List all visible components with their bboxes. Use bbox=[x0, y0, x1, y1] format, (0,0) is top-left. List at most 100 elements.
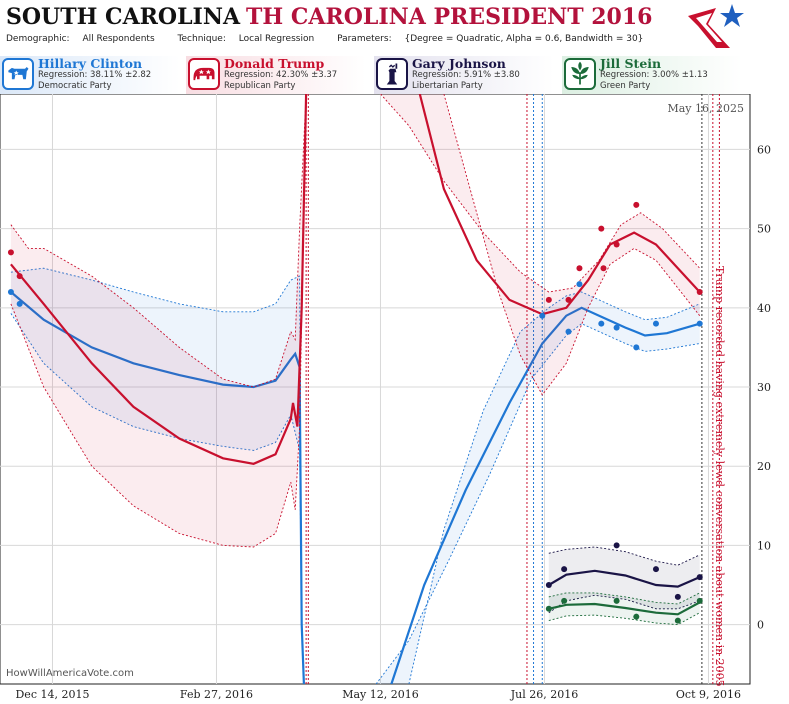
x-tick-label: May 12, 2016 bbox=[342, 688, 419, 701]
y-tick-label: 0 bbox=[757, 619, 764, 632]
band-lower-line bbox=[548, 612, 700, 626]
poll-point bbox=[696, 320, 703, 327]
meta-line: Demographic: All Respondents Technique: … bbox=[6, 34, 663, 44]
poll-point bbox=[16, 300, 23, 307]
y-tick-label: 20 bbox=[757, 460, 771, 473]
poll-point bbox=[561, 566, 568, 573]
poll-point bbox=[696, 574, 703, 581]
candidate-regression: Regression: 42.30% ±3.37 bbox=[224, 70, 338, 80]
poll-point bbox=[545, 605, 552, 612]
confidence-band bbox=[10, 94, 307, 547]
date-stamp: May 16, 2025 bbox=[667, 102, 744, 115]
poll-point bbox=[7, 288, 14, 295]
poll-point bbox=[652, 320, 659, 327]
poll-point bbox=[613, 324, 620, 331]
y-tick-label: 10 bbox=[757, 539, 771, 552]
band-upper-line bbox=[408, 291, 700, 684]
poll-point bbox=[576, 265, 583, 272]
poll-point bbox=[613, 597, 620, 604]
candidate-regression: Regression: 5.91% ±3.80 bbox=[412, 70, 520, 80]
y-tick-label: 50 bbox=[757, 223, 771, 236]
x-tick-label: Oct 9, 2016 bbox=[676, 688, 741, 701]
site-credit: HowWillAmericaVote.com bbox=[6, 668, 134, 679]
candidate-party: Republican Party bbox=[224, 81, 296, 91]
poll-point bbox=[7, 249, 14, 256]
regression-line bbox=[548, 601, 701, 616]
poll-point bbox=[633, 201, 640, 208]
confidence-band bbox=[548, 547, 700, 613]
poll-point bbox=[633, 613, 640, 620]
poll-point bbox=[633, 344, 640, 351]
band-lower-line bbox=[443, 94, 701, 396]
candidate-party: Democratic Party bbox=[38, 81, 112, 91]
plot-area bbox=[0, 94, 751, 685]
band-upper-line bbox=[380, 94, 701, 293]
candidate-name: Hillary Clinton bbox=[38, 56, 143, 71]
legend-item-johnson[interactable]: Gary Johnson Regression: 5.91% ±3.80 Lib… bbox=[374, 56, 554, 94]
poll-point bbox=[600, 265, 607, 272]
technique-value: Local Regression bbox=[238, 34, 315, 44]
series-layer bbox=[7, 94, 720, 684]
y-tick-label: 40 bbox=[757, 302, 771, 315]
poll-point bbox=[565, 328, 572, 335]
page-title: SOUTH CAROLINA TH CAROLINA PRESIDENT 2016 bbox=[6, 4, 652, 30]
elephant-icon bbox=[188, 58, 220, 90]
poll-point bbox=[545, 582, 552, 589]
demographic-value: All Respondents bbox=[82, 34, 155, 44]
band-lower-line bbox=[10, 313, 305, 684]
y-tick-label: 60 bbox=[757, 143, 771, 156]
regression-line bbox=[390, 306, 701, 684]
candidate-name: Gary Johnson bbox=[412, 56, 506, 71]
candidate-party: Green Party bbox=[600, 81, 651, 91]
band-upper-line bbox=[548, 546, 700, 566]
leaf-icon bbox=[564, 58, 596, 90]
chart-header: SOUTH CAROLINA TH CAROLINA PRESIDENT 2016… bbox=[0, 0, 789, 56]
x-tick-label: Jul 26, 2016 bbox=[510, 688, 579, 701]
y-tick-label: 30 bbox=[757, 381, 771, 394]
demographic-label: Demographic: bbox=[6, 34, 70, 44]
donkey-icon bbox=[2, 58, 34, 90]
poll-point bbox=[598, 320, 605, 327]
liberty-statue-icon bbox=[376, 58, 408, 90]
poll-point bbox=[545, 296, 552, 303]
confidence-band bbox=[10, 268, 304, 684]
event-annotation: Trump recorded having extremely lewd con… bbox=[713, 266, 726, 687]
poll-point bbox=[565, 296, 572, 303]
poll-point bbox=[613, 542, 620, 549]
candidate-name: Donald Trump bbox=[224, 56, 325, 71]
confidence-band bbox=[380, 94, 700, 395]
state-title: SOUTH CAROLINA bbox=[6, 4, 241, 30]
poll-point bbox=[598, 225, 605, 232]
confidence-band bbox=[376, 292, 700, 684]
race-subtitle: TH CAROLINA PRESIDENT 2016 bbox=[246, 4, 653, 30]
regression-line bbox=[10, 94, 308, 465]
legend-item-clinton[interactable]: Hillary Clinton Regression: 38.11% ±2.82… bbox=[0, 56, 180, 94]
candidate-regression: Regression: 38.11% ±2.82 bbox=[38, 70, 152, 80]
legend-item-stein[interactable]: Jill Stein Regression: 3.00% ±1.13 Green… bbox=[562, 56, 742, 94]
site-logo-icon[interactable] bbox=[686, 2, 746, 52]
poll-point bbox=[561, 597, 568, 604]
parameters-value: {Degree = Quadratic, Alpha = 0.6, Bandwi… bbox=[404, 34, 644, 44]
poll-point bbox=[674, 617, 681, 624]
candidate-name: Jill Stein bbox=[600, 56, 662, 71]
regression-line bbox=[548, 569, 701, 588]
poll-point bbox=[696, 597, 703, 604]
candidate-regression: Regression: 3.00% ±1.13 bbox=[600, 70, 708, 80]
poll-point bbox=[16, 273, 23, 280]
poll-point bbox=[674, 593, 681, 600]
regression-chart: 0 10 20 30 40 50 60 Dec 14, 2015 Feb 27, 2016 May… bbox=[0, 94, 771, 701]
poll-point bbox=[696, 288, 703, 295]
regression-line bbox=[418, 94, 701, 316]
band-upper-line bbox=[10, 94, 307, 388]
band-upper-line bbox=[548, 592, 700, 605]
poll-point bbox=[576, 281, 583, 288]
x-tick-label: Feb 27, 2016 bbox=[180, 688, 253, 701]
technique-label: Technique: bbox=[177, 34, 226, 44]
legend-item-trump[interactable]: Donald Trump Regression: 42.30% ±3.37 Re… bbox=[186, 56, 366, 94]
band-upper-line bbox=[10, 267, 305, 684]
band-lower-line bbox=[10, 94, 307, 548]
candidate-party: Libertarian Party bbox=[412, 81, 483, 91]
poll-point bbox=[613, 241, 620, 248]
band-lower-line bbox=[375, 323, 700, 684]
poll-point bbox=[539, 312, 546, 319]
